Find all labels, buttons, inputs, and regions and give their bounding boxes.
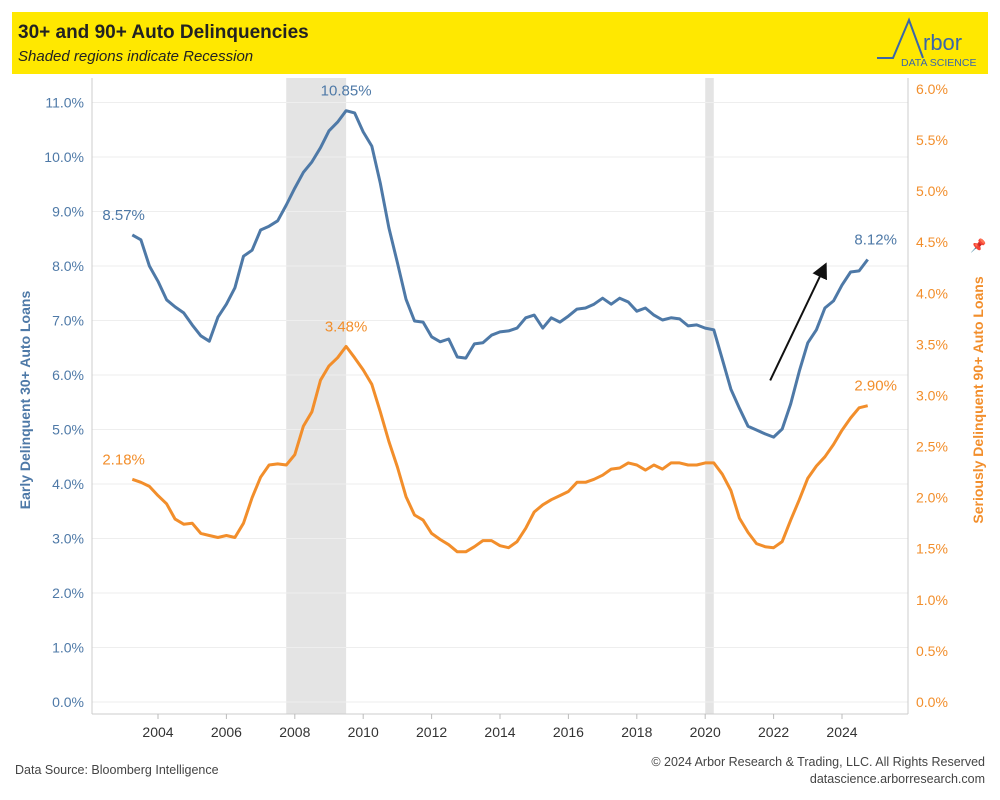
y-tick-left: 0.0% bbox=[52, 694, 84, 710]
y-tick-right: 1.0% bbox=[916, 592, 948, 608]
data-label: 2.90% bbox=[854, 378, 897, 395]
y-tick-left: 11.0% bbox=[45, 95, 84, 111]
y-axis-label-left: Early Delinquent 30+ Auto Loans bbox=[17, 291, 33, 510]
x-tick: 2014 bbox=[484, 724, 515, 740]
y-axis-label-right: Seriously Delinquent 90+ Auto Loans bbox=[970, 276, 986, 523]
y-tick-right: 5.5% bbox=[916, 132, 948, 148]
y-tick-right: 4.0% bbox=[916, 285, 948, 301]
y-tick-left: 10.0% bbox=[44, 149, 84, 165]
data-label: 2.18% bbox=[102, 451, 145, 468]
website: datascience.arborresearch.com bbox=[809, 772, 985, 786]
y-tick-left: 6.0% bbox=[52, 367, 84, 383]
series-90-line bbox=[131, 344, 869, 554]
y-tick-left: 4.0% bbox=[52, 476, 84, 492]
x-tick: 2012 bbox=[416, 724, 447, 740]
y-tick-right: 0.0% bbox=[916, 694, 948, 710]
series-30-line bbox=[131, 109, 869, 439]
y-tick-right: 3.0% bbox=[916, 387, 948, 403]
x-tick: 2020 bbox=[690, 724, 721, 740]
x-tick: 2024 bbox=[826, 724, 857, 740]
data-label: 3.48% bbox=[325, 318, 368, 335]
y-tick-right: 1.5% bbox=[916, 541, 948, 557]
y-tick-left: 2.0% bbox=[52, 585, 84, 601]
y-tick-right: 3.5% bbox=[916, 336, 948, 352]
y-tick-right: 0.5% bbox=[916, 643, 948, 659]
arbor-logo: rbor DATA SCIENCE bbox=[877, 17, 976, 69]
data-source: Data Source: Bloomberg Intelligence bbox=[15, 763, 219, 777]
x-tick: 2004 bbox=[142, 724, 173, 740]
y-tick-right: 4.5% bbox=[916, 234, 948, 250]
y-tick-right: 2.5% bbox=[916, 439, 948, 455]
y-tick-left: 3.0% bbox=[52, 531, 84, 547]
y-tick-left: 9.0% bbox=[52, 204, 84, 220]
y-tick-left: 5.0% bbox=[52, 422, 84, 438]
trend-arrow bbox=[769, 262, 827, 381]
x-tick: 2008 bbox=[279, 724, 310, 740]
recession-band bbox=[705, 78, 714, 714]
x-tick: 2018 bbox=[621, 724, 652, 740]
y-tick-right: 2.0% bbox=[916, 490, 948, 506]
header-banner: 30+ and 90+ Auto Delinquencies Shaded re… bbox=[12, 12, 988, 74]
data-label: 8.12% bbox=[854, 231, 897, 248]
y-tick-left: 1.0% bbox=[52, 640, 84, 656]
y-tick-left: 7.0% bbox=[52, 313, 84, 329]
copyright: © 2024 Arbor Research & Trading, LLC. Al… bbox=[651, 755, 985, 769]
y-tick-right: 5.0% bbox=[916, 183, 948, 199]
x-tick: 2006 bbox=[211, 724, 242, 740]
svg-text:rbor: rbor bbox=[923, 30, 962, 55]
data-label: 8.57% bbox=[102, 207, 145, 224]
svg-text:DATA SCIENCE: DATA SCIENCE bbox=[901, 57, 976, 69]
chart-subtitle: Shaded regions indicate Recession bbox=[18, 48, 254, 65]
y-tick-right: 6.0% bbox=[916, 81, 948, 97]
data-label: 10.85% bbox=[321, 83, 372, 100]
pin-icon[interactable]: 📌 bbox=[970, 237, 986, 253]
x-tick: 2010 bbox=[348, 724, 379, 740]
y-tick-left: 8.0% bbox=[52, 258, 84, 274]
chart-title: 30+ and 90+ Auto Delinquencies bbox=[18, 22, 309, 43]
x-tick: 2022 bbox=[758, 724, 789, 740]
x-tick: 2016 bbox=[553, 724, 584, 740]
